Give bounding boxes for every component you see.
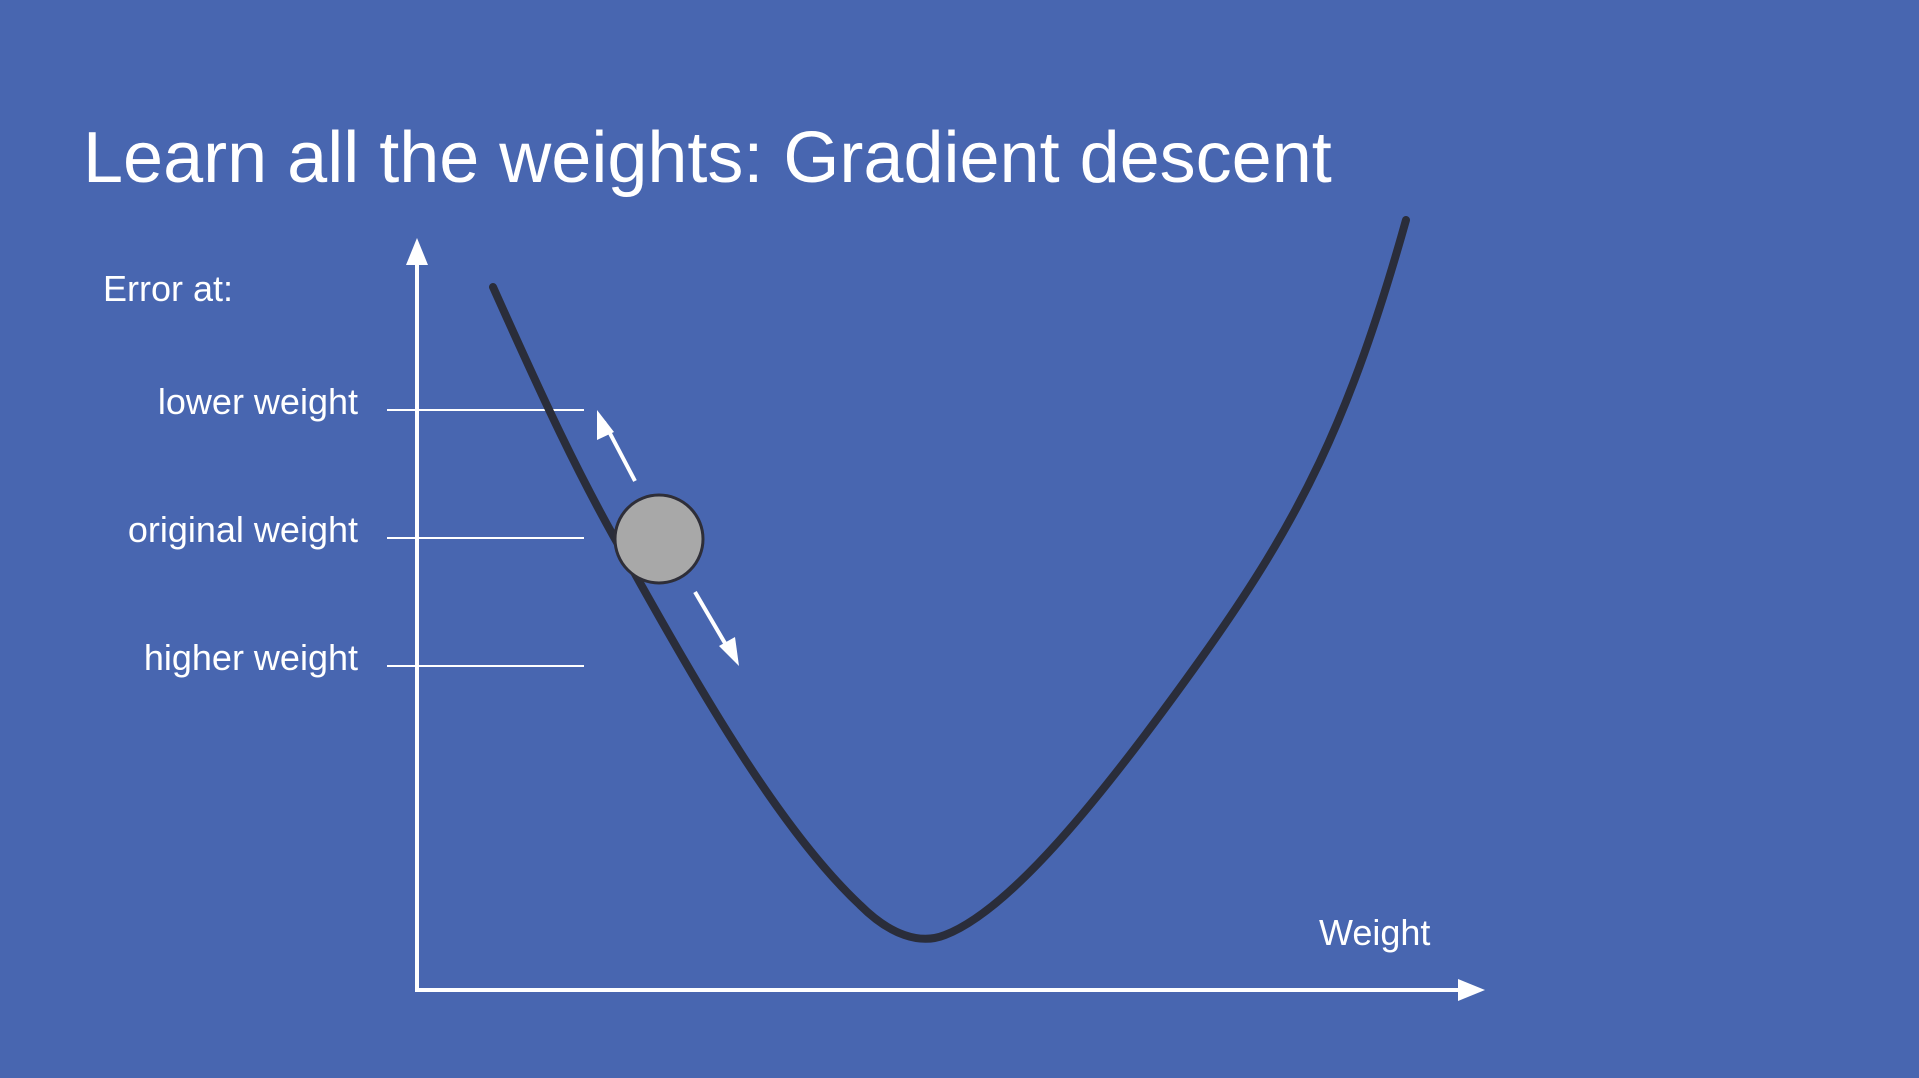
down-slope-arrow <box>693 590 731 652</box>
original-weight-label: original weight <box>127 509 358 550</box>
error-curve <box>489 216 1410 943</box>
y-axis-arrowhead <box>406 238 428 265</box>
y-axis-heading: Error at: <box>103 268 234 309</box>
ball-marker <box>613 493 705 585</box>
lower-weight-label: lower weight <box>157 381 358 422</box>
x-axis-arrowhead <box>1458 979 1485 1001</box>
down-slope-arrowhead <box>719 637 739 666</box>
up-slope-arrowhead <box>597 410 614 440</box>
x-axis-label: Weight <box>1319 912 1431 953</box>
higher-weight-label: higher weight <box>143 637 358 678</box>
slide-title: Learn all the weights: Gradient descent <box>83 118 1332 198</box>
